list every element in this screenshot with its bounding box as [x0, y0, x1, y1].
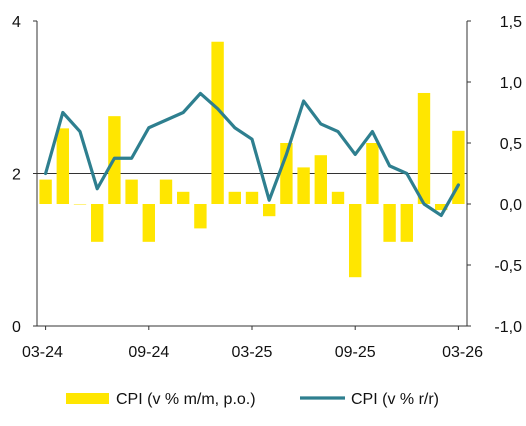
- legend-swatch-bar: [66, 393, 109, 404]
- bar-09-25: [349, 204, 362, 278]
- x-axis-ticks: 03-24 09-24 03-25 09-25 03-26: [22, 326, 483, 361]
- bar-04-25: [263, 204, 276, 217]
- bar-12-24: [194, 204, 207, 229]
- x-tick-label: 03-24: [22, 344, 63, 361]
- legend-label-bar: CPI (v % m/m, p.o.): [116, 391, 256, 408]
- bar-06-25: [297, 167, 310, 204]
- right-tick-label: 1,0: [500, 75, 522, 92]
- bar-03-26: [452, 130, 465, 204]
- bar-08-25: [331, 191, 345, 204]
- left-tick-label: 2: [12, 167, 21, 184]
- legend-label-line: CPI (v % r/r): [351, 391, 439, 408]
- left-axis-ticks: 0 2 4: [12, 14, 37, 336]
- bar-02-25: [228, 191, 241, 204]
- left-tick-label: 4: [12, 14, 21, 31]
- bar-07-25: [314, 155, 327, 204]
- bar-01-26: [417, 92, 431, 204]
- right-axis-ticks: -1,0 -0,5 0,0 0,5 1,0 1,5: [467, 14, 522, 336]
- bar-11-25: [383, 204, 396, 242]
- x-tick-label: 09-24: [128, 344, 169, 361]
- bar-10-25: [366, 143, 379, 204]
- bar-02-26: [435, 204, 448, 211]
- right-tick-label: 0,0: [500, 197, 522, 214]
- bar-09-24: [142, 204, 155, 242]
- bar-04-24: [56, 128, 69, 204]
- bar-08-24: [125, 179, 138, 204]
- bar-05-24: [73, 204, 87, 205]
- bar-01-25: [211, 41, 224, 204]
- line-series: [43, 91, 460, 218]
- bar-12-25: [400, 204, 413, 242]
- bar-11-24: [177, 191, 190, 204]
- x-tick-label: 03-26: [442, 344, 483, 361]
- bar-06-24: [91, 204, 104, 242]
- bar-03-25: [245, 191, 259, 204]
- legend: CPI (v % m/m, p.o.) CPI (v % r/r): [66, 391, 439, 408]
- right-tick-label: -1,0: [494, 319, 522, 336]
- right-tick-label: -0,5: [494, 258, 522, 275]
- x-tick-label: 03-25: [232, 344, 273, 361]
- bar-series: [39, 41, 465, 278]
- left-tick-label: 0: [12, 319, 21, 336]
- bar-10-24: [159, 179, 173, 204]
- bar-03-24: [39, 179, 52, 204]
- x-tick-label: 09-25: [335, 344, 376, 361]
- right-tick-label: 0,5: [500, 136, 522, 153]
- right-tick-label: 1,5: [500, 14, 522, 31]
